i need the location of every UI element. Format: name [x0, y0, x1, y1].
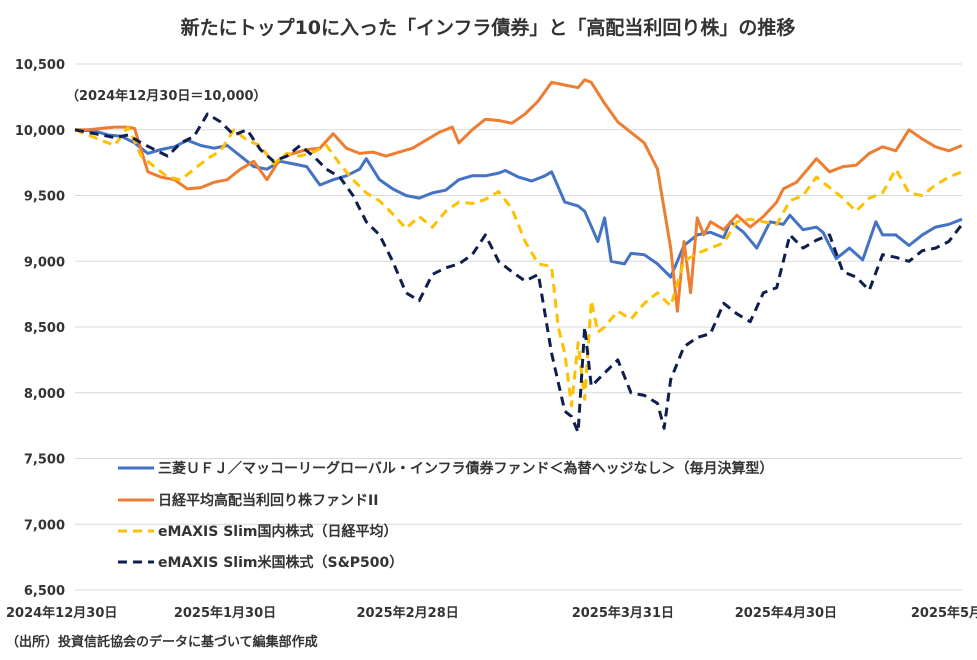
y-tick-label: 6,500 [24, 584, 65, 599]
y-axis: 6,500 7,000 7,500 8,000 8,500 9,000 9,500 10,00… [15, 58, 65, 599]
grid [75, 63, 962, 591]
legend: 三菱ＵＦＪ／マッコーリーグローバル・インフラ債券ファンド＜為替ヘッジなし＞（毎月… [118, 460, 773, 571]
chart-subtitle: （2024年12月30日＝10,000） [66, 88, 267, 104]
legend-label: eMAXIS Slim米国株式（S&P500） [158, 554, 403, 571]
x-tick-label: 2025年3月31日 [572, 605, 674, 621]
series-line-4 [74, 112, 964, 434]
series-line-1 [74, 128, 963, 279]
source-note: （出所）投資信託協会のデータに基づいて編集部作成 [6, 634, 318, 650]
x-tick-label: 2024年12月30日 [6, 605, 117, 621]
y-tick-label: 8,000 [24, 387, 65, 402]
y-tick-label: 10,500 [15, 58, 65, 73]
chart-title: 新たにトップ10に入った「インフラ債券」と「高配当利回り株」の推移 [181, 16, 796, 39]
legend-label: 日経平均高配当利回り株ファンドII [158, 492, 378, 509]
y-tick-label: 9,500 [24, 190, 65, 205]
series-lines [74, 78, 964, 434]
x-tick-label: 2025年1月30日 [174, 605, 276, 621]
x-tick-label: 2025年2月28日 [356, 605, 458, 621]
series-line-2 [75, 78, 963, 313]
y-tick-label: 7,500 [24, 453, 65, 468]
x-tick-label: 2025年4月30日 [735, 605, 837, 621]
x-axis: 2024年12月30日 2025年1月30日 2025年2月28日 2025年3月31… [6, 605, 977, 621]
series-line-3 [74, 125, 963, 408]
legend-label: 三菱ＵＦＪ／マッコーリーグローバル・インフラ債券ファンド＜為替ヘッジなし＞（毎月… [158, 460, 773, 477]
y-tick-label: 10,000 [15, 124, 65, 139]
legend-label: eMAXIS Slim国内株式（日経平均） [158, 523, 398, 540]
y-tick-label: 9,000 [24, 255, 65, 270]
y-tick-label: 7,000 [24, 518, 65, 533]
y-tick-label: 8,500 [24, 321, 65, 336]
x-tick-label: 2025年5月31日 [911, 605, 977, 621]
